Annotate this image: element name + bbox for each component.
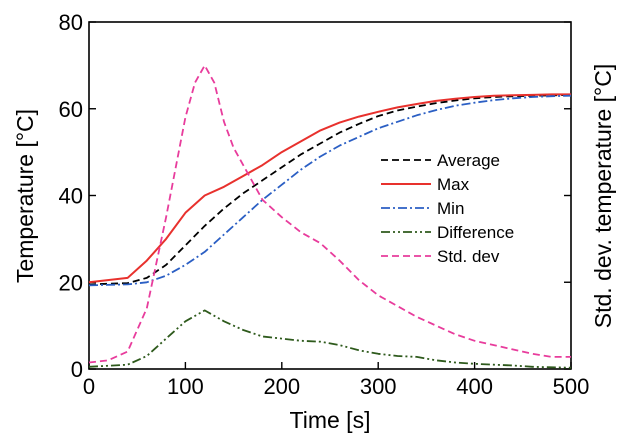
y-tick-label: 20 xyxy=(59,270,83,295)
series-line-max xyxy=(88,93,571,284)
series-line-average xyxy=(88,94,572,286)
legend-label: Std. dev xyxy=(437,247,500,266)
y-tick-label: 80 xyxy=(59,10,83,35)
x-tick-label: 100 xyxy=(167,374,204,399)
series-line-difference xyxy=(88,309,572,369)
series-line-min xyxy=(88,94,572,287)
x-tick-label: 400 xyxy=(456,374,493,399)
x-axis-label: Time [s] xyxy=(290,407,371,433)
legend: Average Max Min Difference Std. dev xyxy=(381,151,514,266)
y-axis-right-label: Std. dev. temperature [°C] xyxy=(590,64,616,328)
y-tick-label: 60 xyxy=(59,97,83,122)
x-tick-label: 0 xyxy=(83,374,95,399)
legend-label: Max xyxy=(437,175,470,194)
y-tick-label: 40 xyxy=(59,184,83,209)
x-tick-label: 200 xyxy=(263,374,300,399)
series-lines xyxy=(88,64,572,369)
legend-label: Min xyxy=(437,199,464,218)
series-line-std-dev xyxy=(88,64,571,364)
y-tick-label: 0 xyxy=(71,357,83,382)
legend-label: Average xyxy=(437,151,500,170)
x-tick-label: 300 xyxy=(360,374,397,399)
y-axis-label: Temperature [°C] xyxy=(12,109,38,283)
legend-label: Difference xyxy=(437,223,514,242)
axis-ticks: 0 100 200 300 400 500 0 20 40 60 80 xyxy=(59,10,590,399)
x-tick-label: 500 xyxy=(553,374,590,399)
plot-frame xyxy=(88,21,572,370)
